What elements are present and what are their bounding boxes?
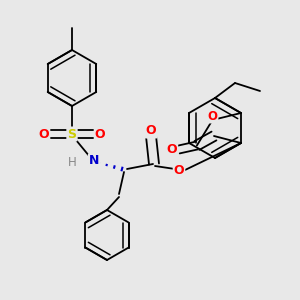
Text: O: O (39, 128, 49, 140)
Text: S: S (68, 128, 76, 140)
Text: O: O (95, 128, 105, 140)
Text: O: O (174, 164, 184, 176)
Text: N: N (89, 154, 99, 167)
Text: O: O (167, 143, 177, 156)
Text: O: O (146, 124, 156, 137)
Text: H: H (68, 157, 76, 169)
Text: O: O (208, 110, 218, 122)
